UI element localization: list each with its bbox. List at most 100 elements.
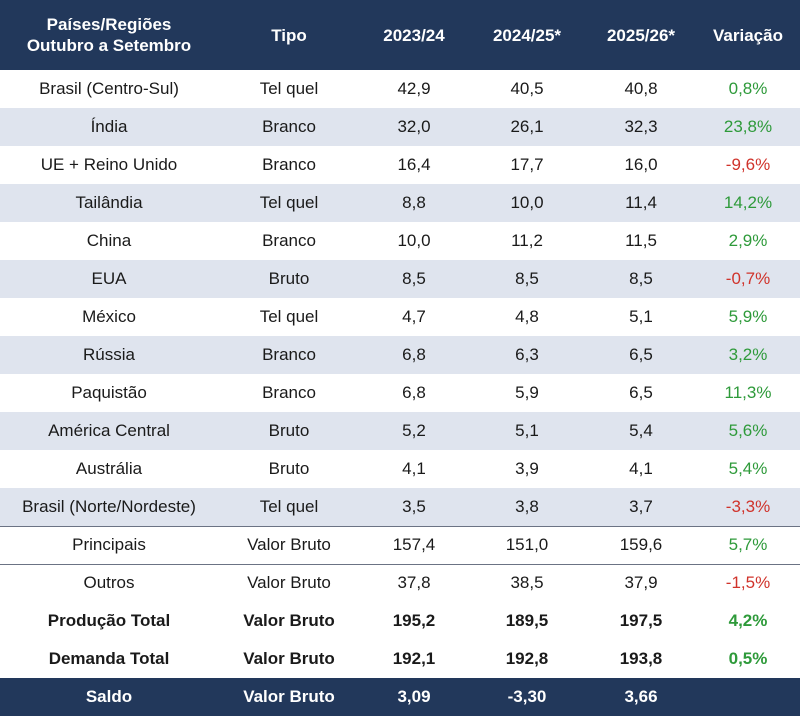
table-row: Índia Branco 32,0 26,1 32,3 23,8% xyxy=(0,108,800,146)
value-2024-25-cell: 40,5 xyxy=(510,79,544,98)
value-2025-26-cell: 159,6 xyxy=(586,525,696,564)
value-2025-26-cell: 3,66 xyxy=(624,687,658,706)
change-cell xyxy=(696,678,800,716)
value-2023-24-cell: 4,7 xyxy=(402,307,426,326)
subtotal-row-principais: Principais Valor Bruto 157,4 151,0 159,6… xyxy=(0,525,800,564)
region-cell: Paquistão xyxy=(71,383,147,402)
change-cell: 23,8% xyxy=(723,117,773,136)
table-row: Paquistão Branco 6,8 5,9 6,5 11,3% xyxy=(0,374,800,412)
value-2024-25-cell: 3,8 xyxy=(515,496,539,516)
header-type: Tipo xyxy=(271,25,307,45)
total-row-demanda: Demanda Total Valor Bruto 192,1 192,8 19… xyxy=(0,640,800,678)
change-cell: -1,5% xyxy=(696,563,800,602)
value-2024-25-cell: 11,2 xyxy=(511,231,543,250)
value-2023-24-cell: 6,8 xyxy=(402,345,426,364)
value-2025-26-cell: 8,5 xyxy=(629,269,653,288)
region-cell: China xyxy=(86,231,132,250)
change-cell: 4,2% xyxy=(728,611,768,630)
change-cell: 0,5% xyxy=(728,649,768,668)
type-cell: Bruto xyxy=(268,269,310,288)
value-2025-26-cell: 16,0 xyxy=(624,155,658,174)
type-cell: Valor Bruto xyxy=(243,611,335,630)
value-2024-25-cell: 189,5 xyxy=(505,611,549,630)
value-2023-24-cell: 3,09 xyxy=(397,687,431,706)
region-cell: Demanda Total xyxy=(48,649,170,668)
value-2025-26-cell: 40,8 xyxy=(624,79,658,98)
value-2025-26-cell: 11,5 xyxy=(625,231,657,250)
value-2023-24-cell: 8,8 xyxy=(402,193,426,212)
value-2023-24-cell: 6,8 xyxy=(402,383,426,402)
value-2023-24-cell: 195,2 xyxy=(392,611,436,630)
value-2024-25-cell: 151,0 xyxy=(468,525,586,564)
table-row: Austrália Bruto 4,1 3,9 4,1 5,4% xyxy=(0,450,800,488)
change-cell: -9,6% xyxy=(725,155,771,174)
value-2025-26-cell: 197,5 xyxy=(619,611,663,630)
type-cell: Tel quel xyxy=(259,193,319,212)
change-cell: 2,9% xyxy=(728,231,768,250)
value-2025-26-cell: 4,1 xyxy=(629,459,653,478)
table-row: América Central Bruto 5,2 5,1 5,4 5,6% xyxy=(0,412,800,450)
value-2024-25-cell: 5,9 xyxy=(515,383,539,402)
total-row-producao: Produção Total Valor Bruto 195,2 189,5 1… xyxy=(0,602,800,640)
type-cell: Valor Bruto xyxy=(243,687,335,706)
value-2023-24-cell: 10,0 xyxy=(397,231,431,250)
value-2025-26-cell: 37,9 xyxy=(586,563,696,602)
value-2025-26-cell: 6,5 xyxy=(629,345,653,364)
change-cell: -3,3% xyxy=(725,496,771,516)
value-2024-25-cell: 6,3 xyxy=(515,345,539,364)
value-2025-26-cell: 6,5 xyxy=(629,383,653,402)
value-2023-24-cell: 5,2 xyxy=(402,421,426,440)
type-cell: Branco xyxy=(262,117,316,136)
type-cell: Tel quel xyxy=(259,79,319,98)
region-cell: Brasil (Centro-Sul) xyxy=(39,79,179,98)
type-cell: Bruto xyxy=(268,421,310,440)
type-cell: Valor Bruto xyxy=(243,649,335,668)
header-region: Países/Regiões Outubro a Setembro xyxy=(0,0,218,70)
table-row: Brasil (Norte/Nordeste) Tel quel 3,5 3,8… xyxy=(0,488,800,526)
table-row: México Tel quel 4,7 4,8 5,1 5,9% xyxy=(0,298,800,336)
value-2025-26-cell: 193,8 xyxy=(619,649,663,668)
subtotal-row-outros: Outros Valor Bruto 37,8 38,5 37,9 -1,5% xyxy=(0,563,800,602)
type-cell: Branco xyxy=(262,231,316,250)
type-cell: Valor Bruto xyxy=(218,525,360,564)
type-cell: Bruto xyxy=(268,459,310,478)
region-cell: Austrália xyxy=(75,459,143,478)
value-2025-26-cell: 5,4 xyxy=(629,421,653,440)
header-year-2025-26: 2025/26* xyxy=(606,25,676,45)
value-2025-26-cell: 32,3 xyxy=(624,117,658,136)
value-2024-25-cell: -3,30 xyxy=(507,687,547,706)
value-2024-25-cell: 3,9 xyxy=(515,459,539,478)
value-2024-25-cell: 4,8 xyxy=(515,307,539,326)
table-row: China Branco 10,0 11,2 11,5 2,9% xyxy=(0,222,800,260)
region-cell: Produção Total xyxy=(47,611,171,630)
value-2025-26-cell: 5,1 xyxy=(629,307,653,326)
region-cell: EUA xyxy=(91,269,127,288)
value-2023-24-cell: 3,5 xyxy=(402,496,426,516)
value-2025-26-cell: 11,4 xyxy=(625,193,657,212)
value-2023-24-cell: 4,1 xyxy=(402,459,426,478)
header-year-2023-24: 2023/24 xyxy=(383,25,445,45)
value-2024-25-cell: 5,1 xyxy=(515,421,539,440)
type-cell: Tel quel xyxy=(259,307,319,326)
value-2023-24-cell: 32,0 xyxy=(397,117,431,136)
change-cell: 11,3% xyxy=(724,383,772,402)
value-2023-24-cell: 192,1 xyxy=(392,649,436,668)
table-row: Tailândia Tel quel 8,8 10,0 11,4 14,2% xyxy=(0,184,800,222)
region-cell: Rússia xyxy=(83,345,135,364)
region-cell: UE + Reino Unido xyxy=(40,155,178,174)
region-cell: América Central xyxy=(48,421,170,440)
table-row: Rússia Branco 6,8 6,3 6,5 3,2% xyxy=(0,336,800,374)
value-2023-24-cell: 16,4 xyxy=(397,155,431,174)
type-cell: Branco xyxy=(262,383,316,402)
region-cell: Outros xyxy=(0,563,218,602)
change-cell: 0,8% xyxy=(728,79,768,98)
value-2023-24-cell: 42,9 xyxy=(397,79,431,98)
type-cell: Valor Bruto xyxy=(218,563,360,602)
table-row: EUA Bruto 8,5 8,5 8,5 -0,7% xyxy=(0,260,800,298)
region-cell: Brasil (Norte/Nordeste) xyxy=(22,496,196,516)
change-cell: 3,2% xyxy=(728,345,768,364)
value-2024-25-cell: 8,5 xyxy=(515,269,539,288)
value-2024-25-cell: 17,7 xyxy=(510,155,544,174)
change-cell: 5,6% xyxy=(728,421,768,440)
